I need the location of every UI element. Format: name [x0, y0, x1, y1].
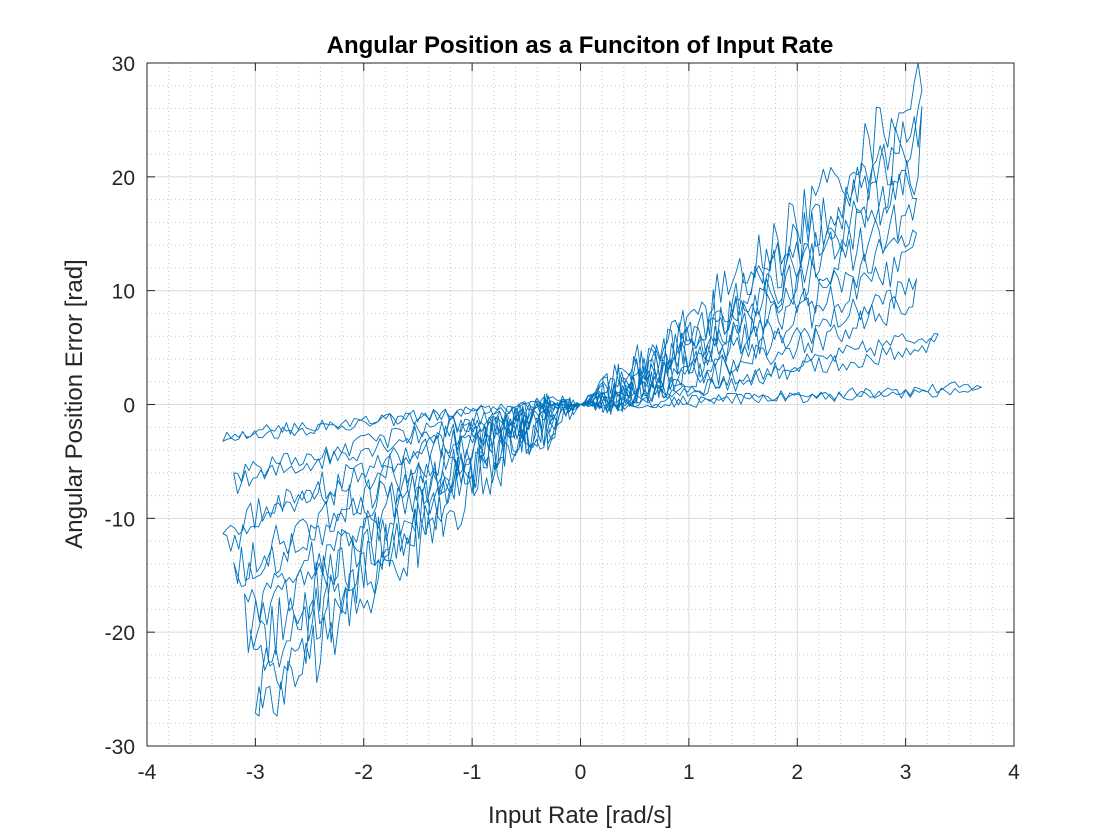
x-tick-label: -4: [138, 761, 157, 784]
y-axis-label: Angular Position Error [rad]: [61, 259, 88, 548]
x-tick-label: 2: [791, 761, 803, 784]
x-tick-label: 4: [1008, 761, 1020, 784]
chart-title: Angular Position as a Funciton of Input …: [327, 32, 834, 59]
series-line: [222, 62, 982, 717]
x-tick-labels: -4 -3 -2 -1 0 1 2 3 4: [138, 761, 1021, 784]
x-tick-label: 0: [575, 761, 587, 784]
y-tick-label: 0: [123, 395, 135, 418]
y-tick-label: 10: [112, 281, 135, 304]
tick-marks: [146, 62, 1015, 747]
y-tick-label: 30: [112, 53, 135, 76]
y-tick-labels: -30 -20 -10 0 10 20 30: [105, 53, 135, 759]
x-tick-label: -1: [463, 761, 482, 784]
y-tick-label: 20: [112, 167, 135, 190]
series-layer: [222, 62, 982, 717]
x-tick-label: -2: [354, 761, 373, 784]
x-tick-label: 3: [900, 761, 912, 784]
y-tick-label: -20: [105, 622, 135, 645]
x-axis-label: Input Rate [rad/s]: [488, 802, 672, 829]
y-tick-label: -30: [105, 736, 135, 759]
y-tick-label: -10: [105, 508, 135, 531]
x-tick-label: 1: [683, 761, 695, 784]
x-tick-label: -3: [246, 761, 265, 784]
